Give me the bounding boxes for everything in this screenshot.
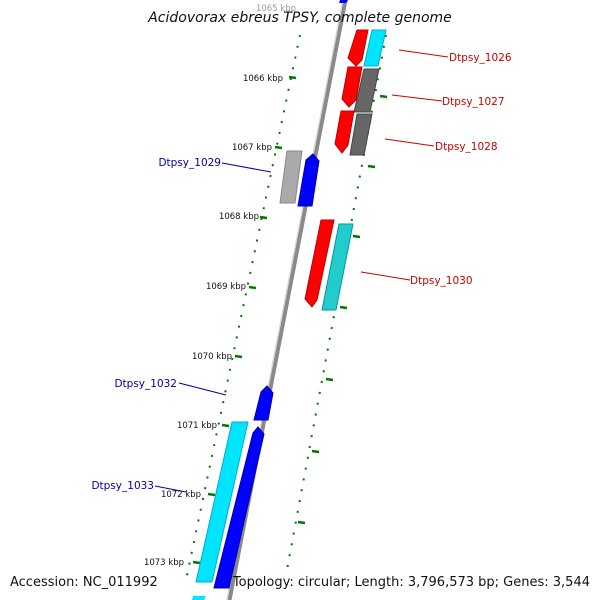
- leader-lines-forward: [360, 49, 449, 281]
- gene-dtpsy-1032[interactable]: [253, 385, 274, 421]
- left-dotted-guide: [185, 34, 301, 581]
- gene-label-dtpsy-1029: Dtpsy_1029: [158, 157, 221, 169]
- tick-label: 1073 kbp: [144, 558, 184, 568]
- tick-label: 1071 kbp: [177, 421, 217, 431]
- accession-text: Accession: NC_011992: [10, 575, 158, 590]
- page-title: Acidovorax ebreus TPSY, complete genome: [148, 10, 452, 26]
- gene-dtpsy-1030[interactable]: [304, 219, 354, 311]
- gene-partial-top: [339, 0, 348, 3]
- gene-dtpsy-1028[interactable]: [334, 110, 373, 156]
- topology-text: Topology: circular; Length: 3,796,573 bp…: [232, 575, 590, 590]
- tick-label: 1066 kbp: [243, 74, 283, 84]
- major-ticks-left: [192, 75, 297, 565]
- gene-label-dtpsy-1026: Dtpsy_1026: [449, 52, 512, 64]
- major-ticks-right: [297, 94, 388, 525]
- gene-label-dtpsy-1030: Dtpsy_1030: [410, 275, 473, 287]
- gene-labels-reverse: Dtpsy_1029 Dtpsy_1032 Dtpsy_1033: [91, 157, 221, 492]
- tick-label: 1067 kbp: [232, 143, 272, 153]
- gene-labels-forward: Dtpsy_1026 Dtpsy_1027 Dtpsy_1028 Dtpsy_1…: [410, 52, 512, 287]
- gene-label-dtpsy-1033: Dtpsy_1033: [91, 480, 154, 492]
- gene-label-dtpsy-1028: Dtpsy_1028: [435, 141, 498, 153]
- gene-partial-bottom: [192, 596, 206, 600]
- tick-label: 1072 kbp: [161, 490, 201, 500]
- tick-label: 1069 kbp: [206, 282, 246, 292]
- gene-label-dtpsy-1032: Dtpsy_1032: [114, 378, 177, 390]
- gene-label-dtpsy-1027: Dtpsy_1027: [442, 96, 505, 108]
- gene-dtpsy-1033[interactable]: [195, 421, 265, 589]
- gene-dtpsy-1029[interactable]: [279, 150, 320, 207]
- tick-label: 1070 kbp: [192, 352, 232, 362]
- tick-label: 1065 kbp: [256, 4, 296, 14]
- tick-labels: 1065 kbp 1066 kbp 1067 kbp 1068 kbp 1069…: [144, 4, 296, 568]
- gene-dtpsy-1026[interactable]: [347, 29, 387, 67]
- leader-lines-reverse: [154, 162, 272, 493]
- gene-dtpsy-1027[interactable]: [341, 66, 380, 113]
- tick-label: 1068 kbp: [219, 212, 259, 222]
